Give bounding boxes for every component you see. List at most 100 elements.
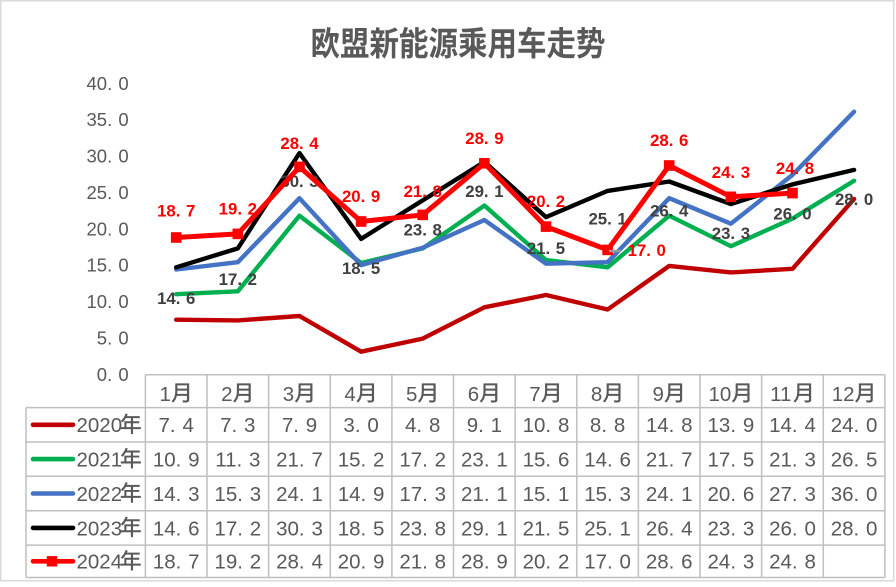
svg-text:10. 0: 10. 0 — [87, 291, 129, 312]
svg-text:15. 1: 15. 1 — [523, 483, 570, 506]
svg-text:28. 4: 28. 4 — [276, 551, 323, 574]
svg-text:21. 5: 21. 5 — [527, 239, 565, 258]
svg-text:6: 6 — [468, 383, 479, 406]
svg-text:2021: 2021 — [77, 449, 123, 472]
svg-text:4. 8: 4. 8 — [405, 414, 440, 437]
svg-text:0. 0: 0. 0 — [97, 364, 129, 385]
svg-text:12: 12 — [832, 383, 855, 406]
svg-text:2024: 2024 — [77, 551, 123, 574]
svg-text:14. 3: 14. 3 — [153, 483, 200, 506]
svg-text:14. 6: 14. 6 — [157, 289, 195, 308]
svg-text:2020: 2020 — [77, 414, 123, 437]
svg-text:26. 0: 26. 0 — [769, 517, 816, 540]
svg-text:7. 4: 7. 4 — [159, 414, 194, 437]
svg-text:24. 8: 24. 8 — [776, 159, 814, 178]
svg-text:10. 8: 10. 8 — [523, 414, 570, 437]
svg-text:15. 3: 15. 3 — [214, 483, 261, 506]
svg-text:1: 1 — [160, 383, 171, 406]
svg-text:28. 6: 28. 6 — [646, 551, 693, 574]
svg-text:28. 0: 28. 0 — [831, 517, 878, 540]
svg-text:29. 1: 29. 1 — [465, 182, 503, 201]
svg-text:11. 3: 11. 3 — [215, 449, 260, 472]
svg-text:17. 0: 17. 0 — [584, 551, 631, 574]
svg-text:18. 5: 18. 5 — [338, 517, 385, 540]
svg-text:21. 8: 21. 8 — [404, 182, 442, 201]
svg-text:27. 3: 27. 3 — [769, 483, 816, 506]
svg-text:26. 0: 26. 0 — [773, 205, 811, 224]
svg-text:14. 6: 14. 6 — [153, 517, 200, 540]
svg-text:17. 3: 17. 3 — [399, 483, 446, 506]
svg-text:26. 4: 26. 4 — [650, 202, 689, 221]
svg-text:4: 4 — [344, 383, 355, 406]
svg-text:28. 0: 28. 0 — [835, 190, 873, 209]
svg-text:17. 2: 17. 2 — [219, 270, 257, 289]
svg-text:3: 3 — [283, 383, 294, 406]
svg-text:8. 8: 8. 8 — [590, 414, 625, 437]
svg-text:8: 8 — [591, 383, 602, 406]
svg-text:21. 7: 21. 7 — [276, 449, 323, 472]
svg-text:17. 2: 17. 2 — [399, 449, 446, 472]
svg-text:30. 0: 30. 0 — [87, 146, 129, 167]
svg-text:21. 5: 21. 5 — [523, 517, 570, 540]
svg-text:15. 6: 15. 6 — [523, 449, 570, 472]
svg-text:21. 7: 21. 7 — [646, 449, 693, 472]
svg-text:23. 8: 23. 8 — [404, 221, 442, 240]
svg-text:28. 9: 28. 9 — [465, 129, 503, 148]
svg-text:20. 2: 20. 2 — [523, 551, 570, 574]
svg-text:3. 0: 3. 0 — [343, 414, 378, 437]
svg-text:20. 0: 20. 0 — [87, 218, 129, 239]
svg-text:28. 4: 28. 4 — [280, 134, 319, 153]
svg-text:14. 4: 14. 4 — [769, 414, 816, 437]
svg-text:18. 5: 18. 5 — [342, 259, 380, 278]
svg-text:40. 0: 40. 0 — [87, 73, 129, 94]
svg-text:28. 6: 28. 6 — [650, 131, 688, 150]
svg-text:11: 11 — [770, 383, 791, 406]
svg-text:20. 2: 20. 2 — [527, 192, 565, 211]
svg-text:24. 3: 24. 3 — [712, 163, 750, 182]
svg-text:2023: 2023 — [77, 517, 123, 540]
svg-text:24. 8: 24. 8 — [769, 551, 816, 574]
svg-text:15. 3: 15. 3 — [584, 483, 631, 506]
svg-text:36. 0: 36. 0 — [831, 483, 878, 506]
svg-text:9. 1: 9. 1 — [467, 414, 502, 437]
svg-text:29. 1: 29. 1 — [461, 517, 508, 540]
svg-text:24. 3: 24. 3 — [708, 551, 755, 574]
svg-text:19. 2: 19. 2 — [219, 200, 257, 219]
svg-text:23. 3: 23. 3 — [708, 517, 755, 540]
svg-text:24. 0: 24. 0 — [831, 414, 878, 437]
svg-text:23. 1: 23. 1 — [461, 449, 508, 472]
svg-text:13. 9: 13. 9 — [708, 414, 755, 437]
svg-text:21. 1: 21. 1 — [461, 483, 508, 506]
svg-text:26. 5: 26. 5 — [831, 449, 878, 472]
svg-text:7. 3: 7. 3 — [220, 414, 255, 437]
svg-text:25. 1: 25. 1 — [584, 517, 631, 540]
svg-text:17. 2: 17. 2 — [214, 517, 261, 540]
svg-text:14. 9: 14. 9 — [338, 483, 385, 506]
svg-text:20. 6: 20. 6 — [708, 483, 755, 506]
svg-text:5. 0: 5. 0 — [97, 327, 129, 348]
svg-text:26. 4: 26. 4 — [646, 517, 693, 540]
svg-text:21. 8: 21. 8 — [399, 551, 446, 574]
svg-text:5: 5 — [406, 383, 417, 406]
svg-text:20. 9: 20. 9 — [342, 187, 380, 206]
svg-text:2: 2 — [221, 383, 232, 406]
svg-text:2022: 2022 — [77, 483, 123, 506]
svg-text:20. 9: 20. 9 — [338, 551, 385, 574]
svg-text:23. 8: 23. 8 — [399, 517, 446, 540]
svg-text:35. 0: 35. 0 — [87, 109, 129, 130]
svg-text:18. 7: 18. 7 — [153, 551, 200, 574]
svg-text:17. 0: 17. 0 — [628, 241, 666, 260]
svg-text:10. 9: 10. 9 — [153, 449, 200, 472]
svg-text:28. 9: 28. 9 — [461, 551, 508, 574]
svg-text:24. 1: 24. 1 — [646, 483, 693, 506]
svg-text:25. 0: 25. 0 — [87, 182, 129, 203]
svg-text:7: 7 — [529, 383, 540, 406]
svg-text:24. 1: 24. 1 — [276, 483, 323, 506]
svg-text:17. 5: 17. 5 — [708, 449, 755, 472]
svg-text:30. 3: 30. 3 — [276, 517, 323, 540]
svg-text:15. 2: 15. 2 — [338, 449, 385, 472]
svg-text:25. 1: 25. 1 — [588, 209, 626, 228]
svg-text:18. 7: 18. 7 — [157, 202, 195, 221]
svg-text:14. 8: 14. 8 — [646, 414, 693, 437]
svg-text:19. 2: 19. 2 — [214, 551, 261, 574]
